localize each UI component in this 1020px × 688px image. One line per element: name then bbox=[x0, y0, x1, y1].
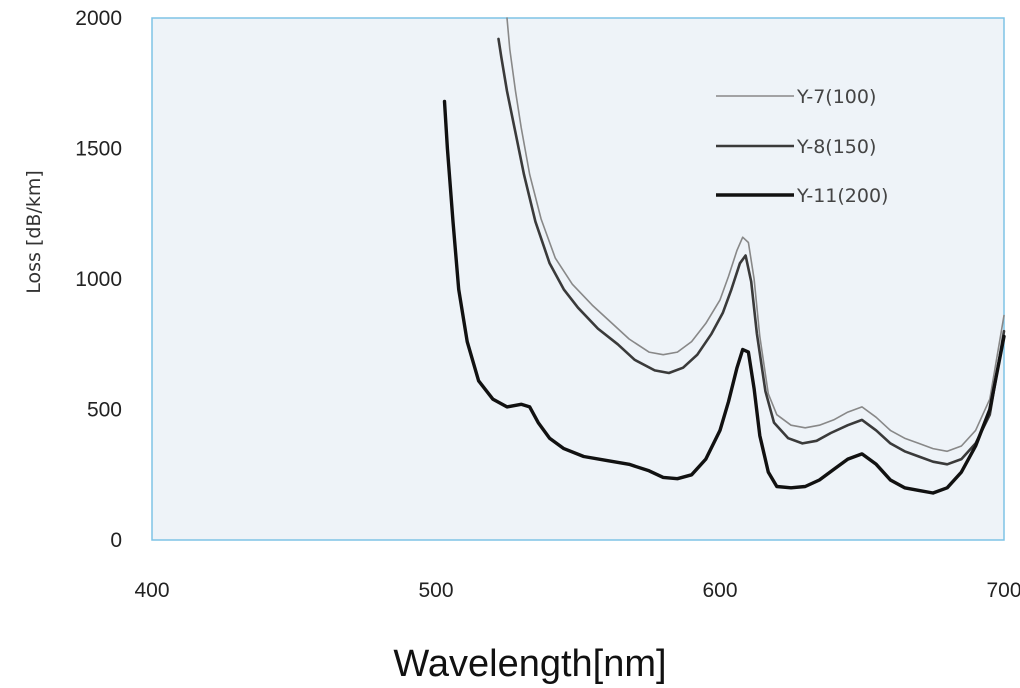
y-tick-label: 1500 bbox=[75, 138, 122, 161]
x-tick-label: 400 bbox=[134, 579, 169, 602]
y-tick-label: 2000 bbox=[75, 7, 122, 30]
y-tick-label: 0 bbox=[110, 529, 122, 552]
series-line-1 bbox=[497, 37, 1006, 466]
y-tick-label: 500 bbox=[87, 399, 122, 422]
legend-label: Y-7(100) bbox=[796, 86, 876, 108]
x-axis-label: Wavelength[nm] bbox=[393, 643, 666, 685]
y-tick-label: 1000 bbox=[75, 268, 122, 291]
series-line-2 bbox=[442, 99, 1006, 495]
x-tick-label: 600 bbox=[702, 579, 737, 602]
series-line-0 bbox=[506, 17, 1005, 453]
x-tick-label: 700 bbox=[986, 579, 1020, 602]
legend-label: Y-8(150) bbox=[796, 136, 876, 158]
y-axis-label: Loss [dB/km] bbox=[23, 170, 45, 294]
legend-label: Y-11(200) bbox=[796, 185, 888, 207]
x-tick-label: 500 bbox=[418, 579, 453, 602]
